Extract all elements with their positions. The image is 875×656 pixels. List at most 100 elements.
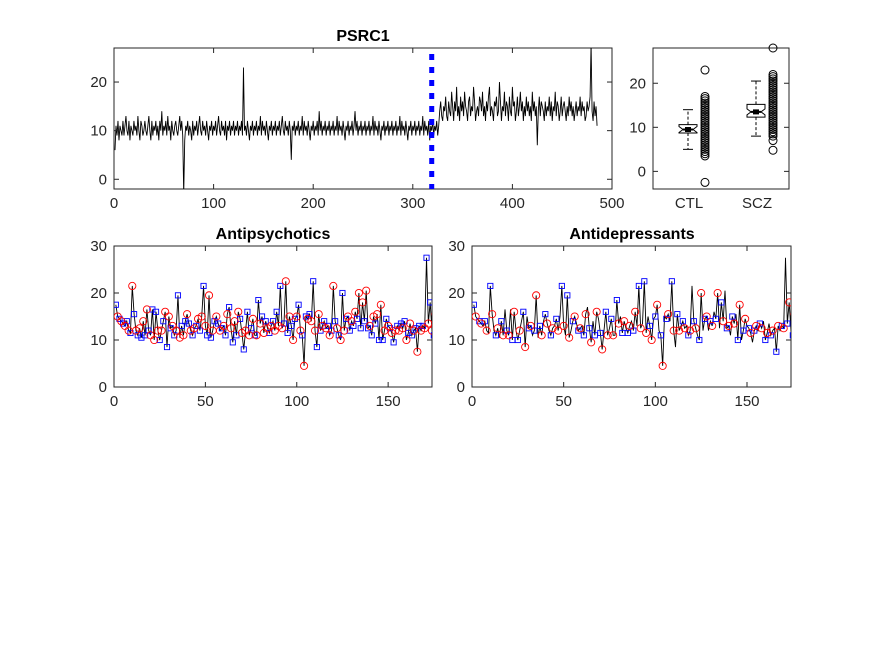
antipsychotics-marker-circle bbox=[332, 324, 342, 333]
box-point bbox=[700, 109, 710, 119]
antidepressants-marker-circle bbox=[746, 328, 755, 338]
antipsychotics-marker-circle bbox=[329, 281, 338, 291]
antidepressants-marker-circle bbox=[653, 300, 662, 309]
antidepressants-marker-square bbox=[729, 313, 736, 320]
box-point bbox=[700, 131, 710, 141]
psrc1-xtick-label: 0 bbox=[110, 195, 118, 212]
antipsychotics-marker-square bbox=[390, 339, 397, 346]
antidepressants-marker-circle bbox=[482, 326, 491, 335]
antidepressants-marker-square bbox=[762, 336, 769, 344]
antidepressants-marker-square bbox=[564, 292, 571, 299]
panel-boxplot: CTL SCZ 0 10 20 bbox=[629, 43, 790, 212]
antipsychotics-marker-square bbox=[193, 322, 200, 329]
box-point bbox=[768, 72, 778, 82]
antipsychotics-marker-square bbox=[240, 346, 247, 353]
antipsychotics-marker-circle bbox=[204, 291, 214, 300]
antidepressants-marker-circle bbox=[636, 324, 645, 333]
axes-box-boxplot bbox=[652, 47, 790, 190]
antidepressants-marker-square bbox=[597, 329, 604, 337]
antidepressants-marker-circle bbox=[548, 324, 557, 333]
box-point bbox=[768, 116, 778, 126]
panel-psrc1-timeseries: 0 100 200 300 400 500 0 10 20 PSRC1 bbox=[90, 28, 624, 212]
antipsychotics-marker-square bbox=[332, 318, 339, 325]
box-point bbox=[768, 74, 778, 84]
psrc1-ytick-label: 10 bbox=[90, 123, 107, 140]
axes-box-antipsychotics bbox=[113, 245, 433, 388]
title-psrc1: PSRC1 bbox=[336, 28, 389, 45]
psrc1-xtick-label: 400 bbox=[500, 195, 525, 212]
antipsychotics-marker-square bbox=[163, 344, 171, 351]
antidepressants-marker-circle bbox=[510, 307, 519, 316]
antipsychotics-marker-square bbox=[156, 336, 163, 344]
antidepressants-series-line bbox=[473, 257, 791, 366]
antipsychotics-marker-circle bbox=[398, 324, 407, 333]
antipsychotics-marker-square bbox=[229, 339, 236, 346]
antidepressants-marker-circle bbox=[768, 326, 777, 335]
antipsychotics-marker-square bbox=[346, 327, 353, 334]
box-point bbox=[768, 94, 778, 104]
antidepressants-marker-square bbox=[531, 327, 538, 334]
antidepressants-marker-circle bbox=[526, 321, 535, 330]
antipsychotics-marker-circle bbox=[142, 305, 151, 314]
box-point bbox=[700, 100, 710, 110]
antipsychotics-marker-square bbox=[255, 297, 262, 304]
antidepressants-marker-circle bbox=[620, 317, 629, 326]
antidepressants-marker-square bbox=[712, 315, 719, 322]
antipsychotics-marker-square bbox=[226, 304, 233, 311]
antipsychotics-marker-circle bbox=[431, 312, 432, 316]
box-point bbox=[700, 94, 710, 104]
antidepressants-marker-square bbox=[498, 318, 505, 325]
plot-area-antipsychotics bbox=[114, 254, 432, 370]
box-point bbox=[768, 136, 778, 146]
antidepressants-marker-square bbox=[553, 315, 560, 322]
box-point bbox=[700, 177, 710, 187]
antidepressants-marker-circle bbox=[559, 321, 568, 330]
antidepressants-ytick-label: 30 bbox=[448, 238, 465, 255]
antipsychotics-marker-square bbox=[335, 332, 342, 339]
box-point bbox=[768, 76, 778, 86]
antidepressants-marker-square bbox=[514, 336, 521, 344]
antipsychotics-marker-square bbox=[244, 308, 251, 315]
antidepressants-marker-circle bbox=[730, 319, 739, 328]
antipsychotics-xtick-label: 50 bbox=[197, 393, 214, 410]
panel-antidepressants: 0 50 100 150 0 10 20 30 Antidepressants bbox=[448, 226, 792, 410]
box-ctl bbox=[678, 65, 710, 187]
antipsychotics-marker-circle bbox=[172, 326, 181, 335]
antipsychotics-marker-circle bbox=[197, 312, 206, 321]
psrc1-series-group bbox=[114, 48, 598, 189]
antipsychotics-ytick-label: 10 bbox=[90, 332, 107, 349]
antipsychotics-marker-circle bbox=[307, 317, 316, 326]
plot-area-psrc1 bbox=[114, 48, 598, 189]
antipsychotics-marker-circle bbox=[354, 288, 363, 298]
antipsychotics-marker-circle bbox=[135, 324, 144, 333]
psrc1-xtick-label: 500 bbox=[599, 195, 624, 212]
antipsychotics-marker-circle bbox=[183, 310, 192, 319]
antidepressants-marker-square bbox=[674, 311, 681, 318]
box-point bbox=[700, 140, 710, 150]
antipsychotics-xtick-label: 0 bbox=[110, 393, 118, 410]
antipsychotics-marker-circle bbox=[413, 347, 422, 356]
antidepressants-marker-square bbox=[558, 282, 565, 290]
antipsychotics-marker-circle bbox=[212, 312, 221, 321]
antipsychotics-marker-circle bbox=[289, 335, 298, 345]
box-point bbox=[700, 142, 710, 152]
antidepressants-marker-circle bbox=[713, 288, 722, 298]
antidepressants-marker-square bbox=[641, 278, 648, 285]
antipsychotics-marker-circle bbox=[427, 326, 432, 335]
antidepressants-marker-circle bbox=[724, 321, 733, 330]
antipsychotics-marker-square bbox=[361, 318, 368, 325]
antidepressants-marker-circle bbox=[576, 324, 585, 333]
antipsychotics-marker-square bbox=[207, 334, 214, 341]
box-point bbox=[700, 120, 710, 130]
antipsychotics-marker-square bbox=[375, 336, 383, 344]
antipsychotics-marker-square bbox=[116, 315, 123, 322]
antipsychotics-marker-circle bbox=[226, 324, 236, 333]
antipsychotics-marker-circle bbox=[201, 321, 210, 330]
antidepressants-marker-circle bbox=[565, 333, 574, 342]
antidepressants-marker-square bbox=[734, 336, 741, 344]
ticks-antipsychotics: 0 50 100 150 0 10 20 30 bbox=[90, 238, 432, 410]
antidepressants-marker-square bbox=[487, 282, 494, 290]
antidepressants-marker-square bbox=[630, 327, 637, 334]
box-point bbox=[700, 133, 710, 143]
antidepressants-marker-circle bbox=[477, 319, 486, 328]
